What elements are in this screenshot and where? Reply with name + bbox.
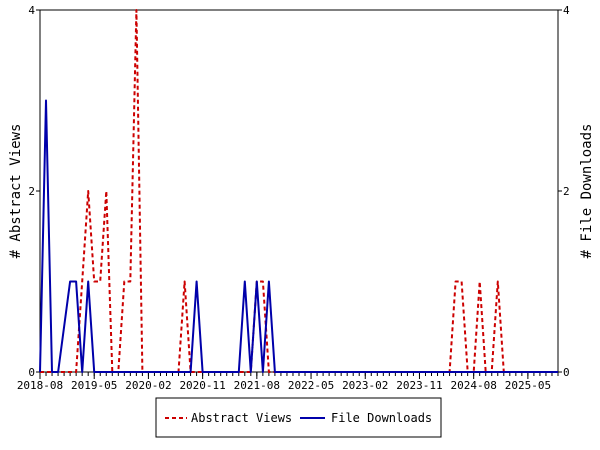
y-tick-label-right: 2 <box>563 185 570 198</box>
axes-layer: 2018-08 2019-05 2020-02 2020-11 2021-08 2022-… <box>17 4 570 392</box>
plot-frame <box>39 9 559 373</box>
x-tick-label: 2023-11 <box>396 379 442 392</box>
x-tick-label: 2023-02 <box>342 379 388 392</box>
y-axis-title-left: # Abstract Views <box>8 124 24 259</box>
x-tick-label: 2020-02 <box>125 379 171 392</box>
legend-box <box>155 397 442 438</box>
legend: Abstract Views File Downloads <box>155 397 442 438</box>
x-tick-label: 2022-05 <box>288 379 334 392</box>
x-tick-label: 2025-05 <box>505 379 551 392</box>
x-tick-label: 2018-08 <box>17 379 63 392</box>
y-tick-label-left: 4 <box>28 4 35 17</box>
y-tick-label-right: 4 <box>563 4 570 17</box>
x-tick-label: 2019-05 <box>71 379 117 392</box>
legend-label-abstract-views: Abstract Views <box>191 411 292 425</box>
series-line-abstract-views <box>40 9 558 373</box>
y-axis-title-right: # File Downloads <box>579 124 595 259</box>
x-tick-label: 2020-11 <box>179 379 225 392</box>
legend-label-file-downloads: File Downloads <box>331 411 432 425</box>
x-tick-label: 2024-08 <box>450 379 496 392</box>
x-tick-label: 2021-08 <box>234 379 280 392</box>
y-tick-label-left: 0 <box>28 366 35 379</box>
series-layer <box>39 9 558 373</box>
y-tick-label-left: 2 <box>28 185 35 198</box>
y-tick-label-right: 0 <box>563 366 570 379</box>
series-line-file-downloads <box>39 99 558 373</box>
